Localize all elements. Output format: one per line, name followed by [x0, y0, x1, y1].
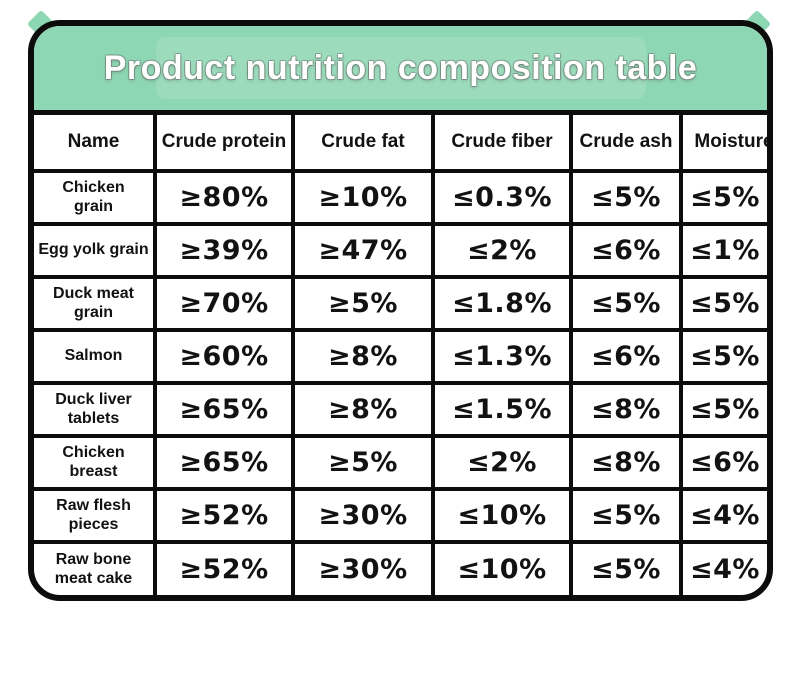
name-cell: Duck liver tablets — [34, 381, 157, 438]
value-cell: ≥5% — [291, 275, 435, 332]
table-body: Chicken grain ≥80% ≥10% ≤0.3% ≤5% ≤5% Eg… — [34, 169, 767, 595]
column-header-crude-protein: Crude protein — [153, 113, 295, 173]
nutrition-table: Name Crude protein Crude fat Crude fiber… — [34, 113, 767, 595]
value-cell: ≤1.5% — [431, 381, 573, 438]
value-cell: ≤5% — [569, 487, 683, 544]
value-cell: ≤6% — [679, 434, 767, 491]
page-title: Product nutrition composition table — [103, 48, 698, 87]
value-cell: ≤10% — [431, 487, 573, 544]
value-cell: ≤2% — [431, 434, 573, 491]
value-cell: ≤0.3% — [431, 169, 573, 226]
column-header-crude-fat: Crude fat — [291, 113, 435, 173]
value-cell: ≥65% — [153, 434, 295, 491]
value-cell: ≤5% — [679, 381, 767, 438]
header-row: Name Crude protein Crude fat Crude fiber… — [34, 113, 767, 173]
value-cell: ≤5% — [569, 540, 683, 595]
table-row: Raw bone meat cake ≥52% ≥30% ≤10% ≤5% ≤4… — [34, 540, 767, 595]
column-header-label: Name — [67, 131, 120, 152]
value-cell: ≤6% — [569, 222, 683, 279]
nutrition-card: Product nutrition composition table Name… — [28, 20, 773, 601]
table-row: Chicken grain ≥80% ≥10% ≤0.3% ≤5% ≤5% — [34, 169, 767, 226]
value-cell: ≤5% — [569, 275, 683, 332]
value-cell: ≤6% — [569, 328, 683, 385]
value-cell: ≥5% — [291, 434, 435, 491]
value-cell: ≤4% — [679, 487, 767, 544]
value-cell: ≤1% — [679, 222, 767, 279]
value-cell: ≤10% — [431, 540, 573, 595]
column-header-moisture: Moisture — [679, 113, 767, 173]
value-cell: ≥65% — [153, 381, 295, 438]
table-row: Duck meat grain ≥70% ≥5% ≤1.8% ≤5% ≤5% — [34, 275, 767, 332]
column-header-label: Crude fat — [321, 131, 405, 152]
table-row: Duck liver tablets ≥65% ≥8% ≤1.5% ≤8% ≤5… — [34, 381, 767, 438]
title-banner: Product nutrition composition table — [34, 26, 767, 115]
value-cell: ≥39% — [153, 222, 295, 279]
name-cell: Raw flesh pieces — [34, 487, 157, 544]
value-cell: ≥52% — [153, 540, 295, 595]
value-cell: ≤8% — [569, 381, 683, 438]
banner-highlight — [155, 37, 646, 99]
value-cell: ≥60% — [153, 328, 295, 385]
value-cell: ≥30% — [291, 540, 435, 595]
value-cell: ≤1.8% — [431, 275, 573, 332]
name-cell: Chicken grain — [34, 169, 157, 226]
name-cell: Duck meat grain — [34, 275, 157, 332]
table-row: Salmon ≥60% ≥8% ≤1.3% ≤6% ≤5% — [34, 328, 767, 385]
column-header-name: Name — [34, 113, 157, 173]
value-cell: ≤4% — [679, 540, 767, 595]
table-header: Name Crude protein Crude fat Crude fiber… — [34, 113, 767, 173]
column-header-label: Crude ash — [579, 131, 673, 152]
name-cell: Salmon — [34, 328, 157, 385]
name-cell: Chicken breast — [34, 434, 157, 491]
name-cell: Egg yolk grain — [34, 222, 157, 279]
value-cell: ≤8% — [569, 434, 683, 491]
name-cell: Raw bone meat cake — [34, 540, 157, 595]
value-cell: ≤5% — [679, 328, 767, 385]
column-header-label: Moisture — [694, 131, 773, 152]
value-cell: ≤5% — [679, 169, 767, 226]
column-header-crude-ash: Crude ash — [569, 113, 683, 173]
column-header-label: Crude fiber — [451, 131, 553, 152]
value-cell: ≥10% — [291, 169, 435, 226]
column-header-crude-fiber: Crude fiber — [431, 113, 573, 173]
value-cell: ≥70% — [153, 275, 295, 332]
column-header-label: Crude protein — [161, 131, 287, 152]
table-row: Egg yolk grain ≥39% ≥47% ≤2% ≤6% ≤1% — [34, 222, 767, 279]
table-row: Raw flesh pieces ≥52% ≥30% ≤10% ≤5% ≤4% — [34, 487, 767, 544]
table-row: Chicken breast ≥65% ≥5% ≤2% ≤8% ≤6% — [34, 434, 767, 491]
value-cell: ≥52% — [153, 487, 295, 544]
value-cell: ≥30% — [291, 487, 435, 544]
value-cell: ≤5% — [569, 169, 683, 226]
value-cell: ≥80% — [153, 169, 295, 226]
value-cell: ≤1.3% — [431, 328, 573, 385]
value-cell: ≤5% — [679, 275, 767, 332]
value-cell: ≤2% — [431, 222, 573, 279]
value-cell: ≥8% — [291, 381, 435, 438]
value-cell: ≥47% — [291, 222, 435, 279]
value-cell: ≥8% — [291, 328, 435, 385]
